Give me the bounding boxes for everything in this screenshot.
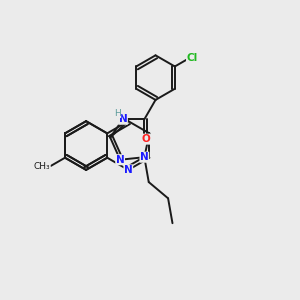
Text: H: H xyxy=(114,109,121,118)
Text: CH₃: CH₃ xyxy=(34,162,50,171)
Text: N: N xyxy=(118,114,127,124)
Text: O: O xyxy=(142,134,150,144)
Text: Cl: Cl xyxy=(187,52,198,63)
Text: N: N xyxy=(116,155,124,165)
Text: N: N xyxy=(140,152,149,162)
Text: N: N xyxy=(124,165,133,175)
